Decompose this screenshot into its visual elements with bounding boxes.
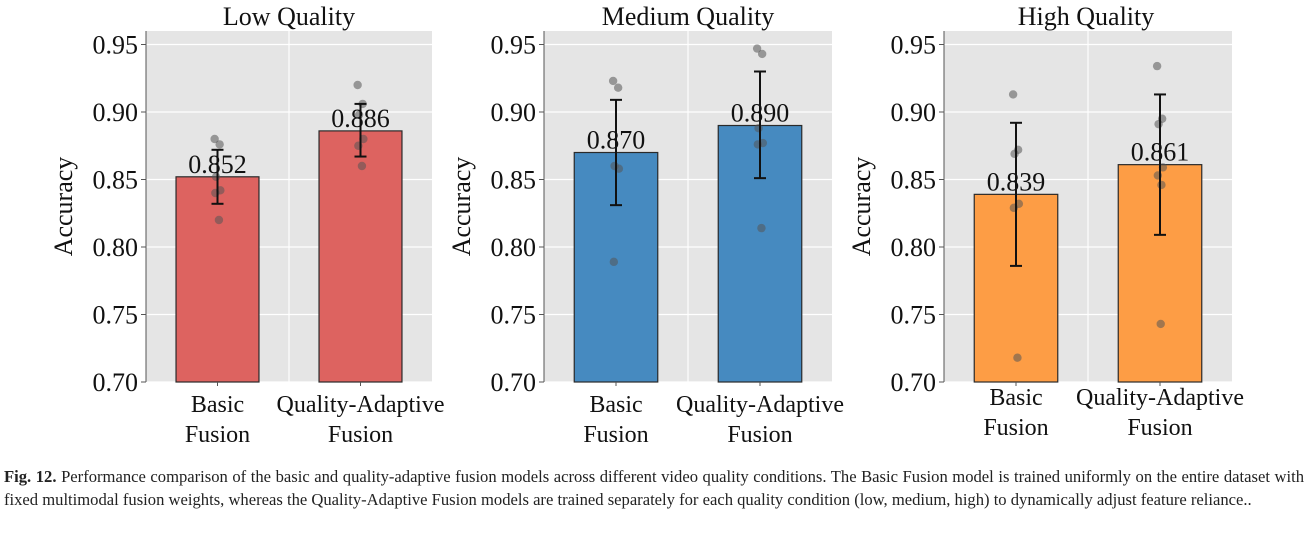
value-label: 0.861 (1131, 138, 1190, 167)
x-tick-label: Basic (589, 392, 642, 418)
data-point (613, 83, 623, 92)
y-tick-label: 0.75 (891, 301, 937, 330)
y-tick-label: 0.85 (491, 166, 537, 195)
data-point (752, 44, 762, 53)
bar (318, 130, 403, 383)
value-label: 0.839 (987, 167, 1046, 196)
x-tick-label: Fusion (185, 422, 250, 448)
data-point (353, 80, 362, 90)
y-tick-label: 0.70 (891, 368, 937, 397)
data-point (1156, 319, 1165, 329)
y-tick-label: 0.80 (891, 233, 937, 262)
x-tick-label: Fusion (328, 422, 393, 448)
data-point (608, 76, 618, 86)
data-point (1152, 61, 1162, 71)
value-label: 0.890 (731, 99, 790, 128)
data-point (1010, 149, 1019, 159)
y-tick-label: 0.75 (93, 301, 139, 330)
data-point (1013, 353, 1022, 362)
y-axis-label: Accuracy (447, 157, 476, 257)
caption-text: Performance comparison of the basic and … (4, 467, 1304, 509)
figure-caption: Fig. 12. Performance comparison of the b… (4, 466, 1304, 511)
data-point (757, 49, 767, 59)
y-tick-label: 0.85 (891, 166, 937, 195)
data-point (215, 140, 224, 149)
chart-panel-2: 0.70 0.75 0.80 0.85 0.90 0.95 0.870 Basic Fusion… (447, 2, 844, 448)
y-tick-label: 0.85 (93, 166, 139, 195)
y-tick-label: 0.95 (891, 31, 937, 60)
data-point (1008, 90, 1018, 99)
chart-title: Medium Quality (602, 2, 775, 31)
data-point (210, 134, 219, 144)
data-point (1154, 119, 1163, 129)
y-tick-label: 0.90 (891, 98, 937, 127)
data-point (609, 257, 619, 267)
x-tick-label: Fusion (983, 415, 1048, 441)
y-axis-label: Accuracy (49, 157, 78, 257)
y-tick-label: 0.90 (491, 98, 537, 127)
x-tick-label: Basic (989, 385, 1042, 411)
chart-title: High Quality (1018, 2, 1155, 31)
figure: 0.70 0.75 0.80 0.85 0.90 0.95 0.852 Basic Fusion… (49, 2, 1244, 448)
y-tick-label: 0.75 (491, 301, 537, 330)
y-axis-label: Accuracy (847, 157, 876, 257)
chart-panel-1: 0.70 0.75 0.80 0.85 0.90 0.95 0.852 Basic Fusion… (49, 2, 444, 448)
x-tick-label: Quality-Adaptive (676, 392, 844, 418)
x-tick-label: Fusion (727, 422, 792, 448)
y-tick-label: 0.95 (491, 31, 537, 60)
y-tick-label: 0.70 (491, 368, 537, 397)
x-tick-label: Basic (191, 392, 244, 418)
y-tick-label: 0.80 (491, 233, 537, 262)
chart-panel-3: 0.70 0.75 0.80 0.85 0.90 0.95 0.839 Basic Fusion… (847, 2, 1244, 441)
value-label: 0.852 (188, 150, 247, 179)
chart-title: Low Quality (223, 2, 355, 31)
x-tick-label: Fusion (1127, 415, 1192, 441)
y-tick-label: 0.80 (93, 233, 139, 262)
bar (175, 176, 260, 383)
data-point (1157, 180, 1166, 190)
value-label: 0.870 (587, 126, 646, 155)
caption-label: Fig. 12. (4, 467, 57, 486)
x-tick-label: Quality-Adaptive (1076, 385, 1244, 411)
value-label: 0.886 (331, 104, 390, 133)
data-point (757, 223, 766, 233)
data-point (357, 161, 367, 171)
y-tick-label: 0.90 (93, 98, 139, 127)
y-tick-label: 0.70 (93, 368, 139, 397)
y-tick-label: 0.95 (93, 31, 139, 60)
x-tick-label: Quality-Adaptive (277, 392, 445, 418)
data-point (214, 215, 224, 225)
x-tick-label: Fusion (583, 422, 648, 448)
